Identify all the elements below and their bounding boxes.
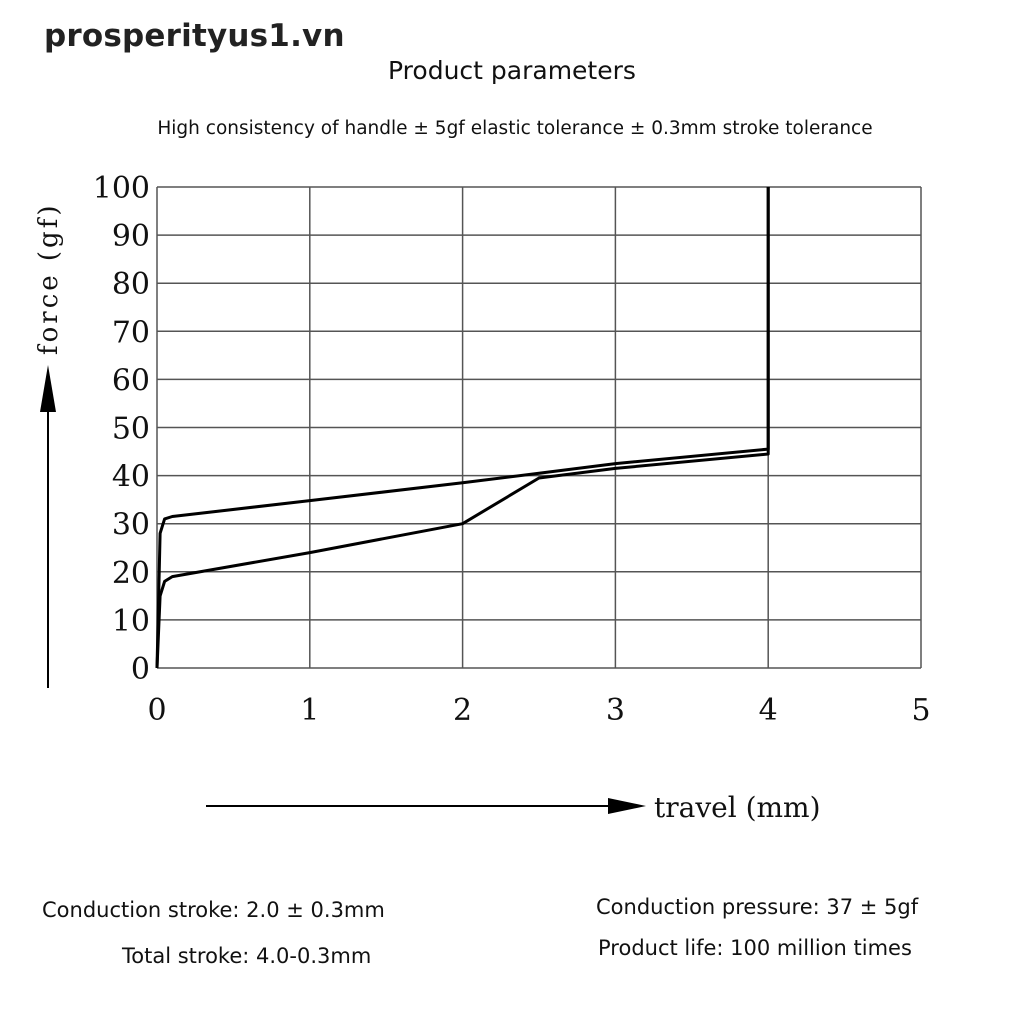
y-tick-label: 90 [112, 219, 150, 254]
x-tick-label: 2 [453, 693, 472, 728]
y-tick-label: 60 [112, 363, 150, 398]
page-title: Product parameters [388, 56, 636, 85]
y-tick-label: 30 [112, 508, 150, 543]
series-line-1 [155, 187, 770, 669]
axis-arrows [40, 365, 646, 814]
watermark: prosperityus1.vn [44, 18, 345, 54]
chart-ticks: 0 10 20 30 40 50 60 70 80 90 100 0 1 2 3 4 5 [93, 171, 931, 728]
x-tick-label: 0 [147, 693, 166, 728]
y-axis-label: force (gf) [34, 203, 64, 355]
chart-grid [156, 186, 922, 669]
product-life-note: Product life: 100 million times [598, 936, 912, 960]
x-tick-label: 3 [606, 693, 625, 728]
x-axis-arrowhead [608, 798, 646, 814]
series-line-2 [155, 187, 770, 669]
x-tick-label: 4 [759, 693, 778, 728]
y-tick-label: 80 [112, 267, 150, 302]
chart-series [155, 187, 770, 669]
y-tick-label: 100 [93, 171, 150, 206]
y-tick-label: 0 [131, 652, 150, 687]
page-subtitle: High consistency of handle ± 5gf elastic… [157, 118, 873, 139]
y-tick-label: 10 [112, 604, 150, 639]
y-tick-label: 20 [112, 556, 150, 591]
y-tick-label: 40 [112, 460, 150, 495]
total-stroke-note: Total stroke: 4.0-0.3mm [122, 944, 372, 968]
conduction-pressure-note: Conduction pressure: 37 ± 5gf [596, 895, 919, 919]
conduction-stroke-note: Conduction stroke: 2.0 ± 0.3mm [42, 898, 385, 922]
y-tick-label: 70 [112, 315, 150, 350]
y-tick-label: 50 [112, 412, 150, 447]
x-tick-label: 5 [911, 693, 930, 728]
x-tick-label: 1 [300, 693, 319, 728]
x-axis-label: travel (mm) [654, 791, 821, 824]
y-axis-arrowhead [40, 365, 56, 412]
